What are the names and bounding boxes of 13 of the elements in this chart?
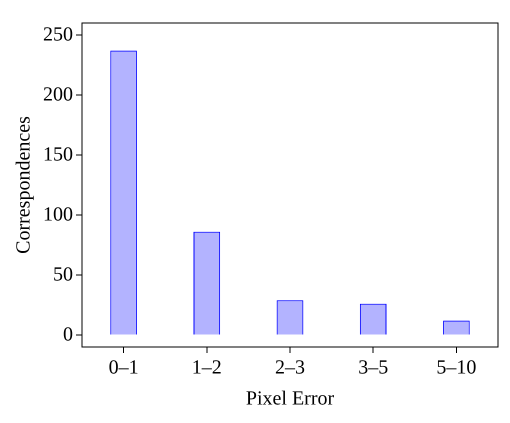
y-axis-title: Correspondences [12, 116, 34, 254]
y-tick-label: 150 [43, 143, 73, 166]
y-tick-label: 200 [43, 83, 73, 106]
x-tick-label: 2–3 [275, 356, 305, 378]
y-tick-label: 50 [53, 263, 73, 286]
x-tick-label: 0–1 [108, 356, 139, 378]
x-tick-label: 1–2 [192, 356, 222, 378]
y-tick-label: 0 [63, 323, 73, 346]
x-tick-label: 5–10 [436, 356, 476, 378]
y-tick-label: 100 [43, 203, 73, 226]
x-axis-title: Pixel Error [246, 387, 334, 410]
x-tick-label: 3–5 [358, 356, 388, 378]
y-tick-label: 250 [43, 23, 73, 46]
